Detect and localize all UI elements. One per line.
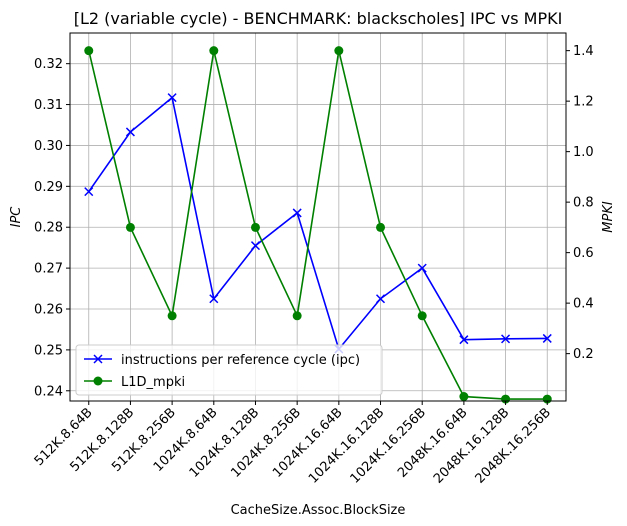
y-tick-label-right: 0.8: [573, 196, 594, 211]
y-tick-label-right: 1.2: [573, 95, 594, 110]
data-point-mpki: [459, 392, 469, 402]
data-point-ipc: [417, 263, 427, 273]
data-point-mpki: [292, 311, 302, 321]
y-tick-label-left: 0.25: [34, 343, 63, 358]
data-point-mpki: [250, 222, 260, 232]
data-point-mpki: [125, 222, 135, 232]
x-axis-label: CacheSize.Assoc.BlockSize: [231, 503, 406, 518]
y-tick-label-right: 0.4: [573, 297, 594, 312]
legend-box: [75, 344, 383, 396]
y-tick-label-left: 0.24: [34, 384, 63, 399]
legend-swatch-ipc: [84, 354, 112, 364]
data-point-mpki: [209, 46, 219, 56]
chart-title: [L2 (variable cycle) - BENCHMARK: blacks…: [74, 9, 563, 28]
data-point-ipc: [125, 127, 135, 137]
y-tick-label-left: 0.28: [34, 221, 63, 236]
data-point-mpki: [376, 222, 386, 232]
y-tick-label-right: 0.6: [573, 246, 594, 261]
y-tick-label-left: 0.30: [34, 139, 63, 154]
data-point-mpki: [417, 311, 427, 321]
y-tick-label-left: 0.27: [34, 262, 63, 277]
data-point-mpki: [167, 311, 177, 321]
y-tick-label-right: 1.4: [573, 44, 594, 59]
legend-swatch-mpki: [84, 376, 112, 386]
series-line-0: [88, 96, 548, 351]
data-point-ipc: [84, 187, 94, 197]
legend: instructions per reference cycle (ipc) L…: [75, 344, 383, 396]
y-axis-label-left: IPC: [9, 206, 24, 228]
data-point-ipc: [375, 294, 386, 304]
data-point-mpki: [84, 46, 94, 56]
y-tick-label-right: 1.0: [573, 145, 594, 160]
y-tick-label-left: 0.26: [34, 303, 63, 318]
plot-frame: [69, 32, 567, 402]
y-tick-label-left: 0.31: [34, 98, 63, 113]
data-point-ipc: [542, 333, 552, 343]
data-point-ipc: [459, 335, 469, 345]
y-tick-label-right: 0.2: [573, 347, 594, 362]
data-point-ipc: [292, 208, 302, 218]
y-tick-label-left: 0.32: [34, 57, 63, 72]
data-point-mpki: [334, 46, 344, 56]
y-axis-label-right: MPKI: [601, 201, 616, 233]
data-point-ipc: [209, 294, 219, 304]
legend-label-mpki: L1D_mpki: [121, 375, 185, 390]
legend-label-ipc: instructions per reference cycle (ipc): [121, 353, 360, 368]
y-tick-label-left: 0.29: [34, 180, 63, 195]
data-point-ipc: [501, 334, 511, 344]
data-point-ipc: [250, 241, 261, 251]
series-line-1: [88, 50, 548, 400]
data-point-ipc: [167, 93, 177, 103]
